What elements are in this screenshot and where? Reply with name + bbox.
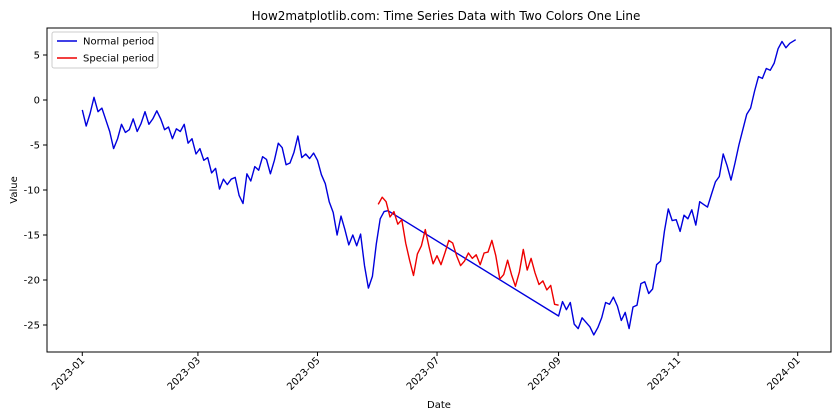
x-tick-label: 2023-07: [405, 355, 442, 392]
x-axis-ticks: 2023-01 2023-03 2023-05 2023-07 2023-09 2023-…: [50, 352, 803, 393]
y-tick-label: 0: [34, 96, 40, 107]
y-tick-label: -5: [30, 141, 40, 152]
y-axis-label: Value: [9, 176, 20, 203]
y-tick-label: -10: [24, 186, 40, 197]
legend-label-special-period: Special period: [83, 54, 154, 65]
y-axis-ticks: 5 0 -5 -10 -15 -20 -25: [24, 51, 47, 332]
y-tick-label: 5: [34, 51, 40, 62]
legend: Normal period Special period: [51, 31, 159, 69]
x-tick-label: 2024-01: [765, 355, 802, 392]
plot-area: [81, 39, 797, 336]
x-tick-label: 2023-05: [285, 355, 322, 392]
x-tick-label: 2023-09: [526, 355, 563, 392]
y-tick-label: -25: [24, 321, 40, 332]
y-tick-label: -15: [24, 231, 40, 242]
y-tick-label: -20: [24, 276, 40, 287]
x-tick-label: 2023-11: [646, 355, 683, 392]
series-line-normal-period: [81, 39, 797, 336]
x-axis-label: Date: [427, 400, 451, 411]
series-line-special-period: [377, 196, 559, 306]
legend-label-normal-period: Normal period: [83, 37, 154, 48]
axes-frame: [46, 27, 832, 353]
x-tick-label: 2023-01: [50, 355, 87, 392]
legend-frame: [51, 31, 159, 69]
chart-title: How2matplotlib.com: Time Series Data wit…: [252, 9, 641, 23]
x-tick-label: 2023-03: [166, 355, 203, 392]
